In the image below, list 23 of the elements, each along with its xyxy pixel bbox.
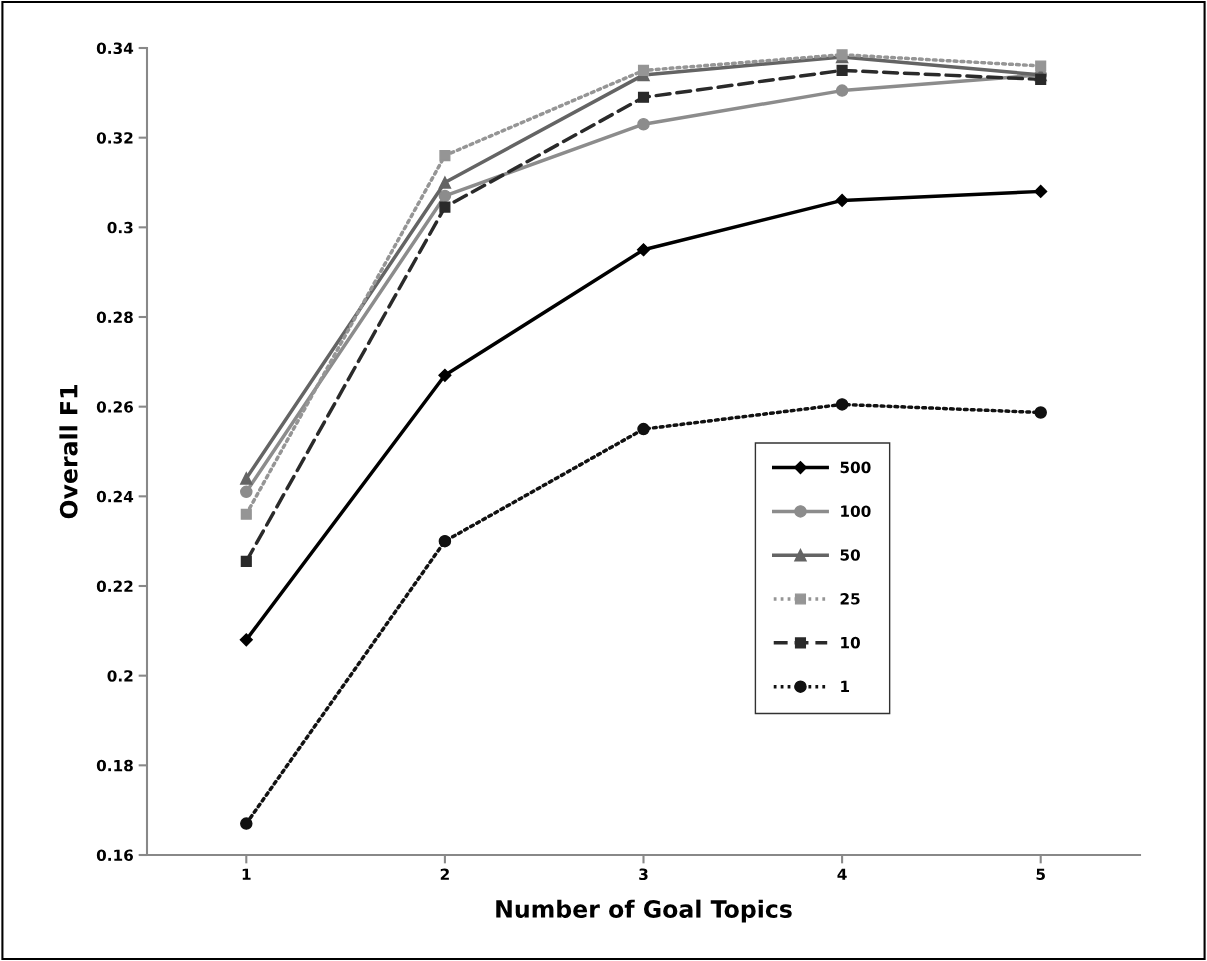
x-tick-label: 4 xyxy=(837,868,847,880)
x-tick-label: 1 xyxy=(242,868,251,880)
y-axis-title: Overall F1 xyxy=(59,385,78,519)
y-tick-label: 0.2 xyxy=(107,670,133,682)
x-tick-label: 5 xyxy=(1036,868,1045,881)
x-tick-label: 3 xyxy=(639,868,648,881)
legend-label: 25 xyxy=(840,593,860,605)
y-tick-label: 0.28 xyxy=(96,311,133,324)
y-tick-label: 0.26 xyxy=(96,401,133,413)
y-tick-label: 0.3 xyxy=(107,221,133,234)
legend-label: 500 xyxy=(840,461,871,474)
y-tick-label: 0.34 xyxy=(96,42,134,55)
legend-label: 100 xyxy=(841,505,871,517)
legend-label: 50 xyxy=(840,549,860,561)
legend-label: 10 xyxy=(841,636,860,649)
y-tick-label: 0.24 xyxy=(96,490,134,503)
y-tick-label: 0.22 xyxy=(96,580,133,593)
x-tick-label: 2 xyxy=(440,868,449,880)
legend-label: 1 xyxy=(841,680,850,693)
y-tick-label: 0.16 xyxy=(96,849,133,862)
y-tick-label: 0.18 xyxy=(96,759,133,772)
y-tick-label: 0.32 xyxy=(96,132,133,144)
x-axis-title: Number of Goal Topics xyxy=(496,899,792,923)
